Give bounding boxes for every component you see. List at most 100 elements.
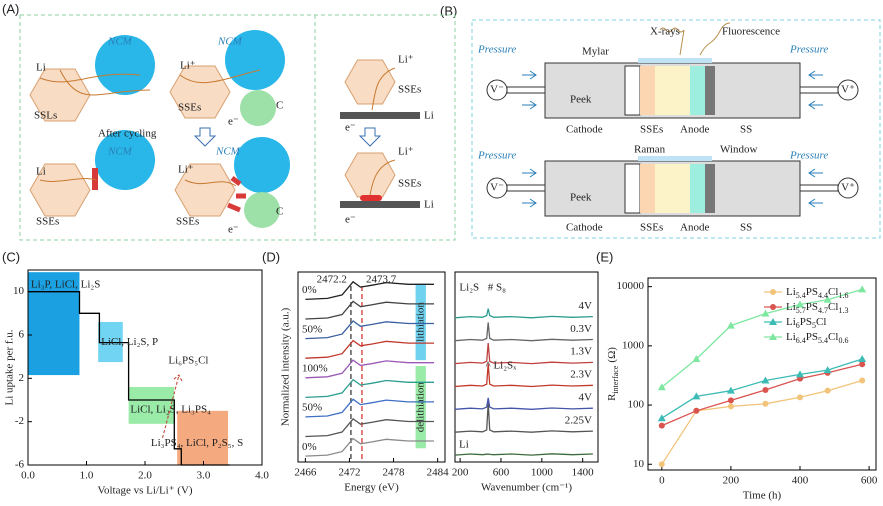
subscript: 5.4 (796, 291, 806, 300)
series-label: 0% (302, 284, 317, 296)
ncm-particle (234, 137, 290, 193)
beam (659, 22, 731, 56)
region-label: Li₃P, LiCl, Li₂S (31, 279, 100, 291)
terminal (837, 79, 859, 101)
label: Pressure (477, 44, 516, 56)
sse-layer (655, 66, 690, 115)
sse-layer (655, 164, 690, 213)
subscript: 4.7 (818, 306, 828, 315)
text-run: Li (786, 301, 796, 313)
window (638, 156, 712, 161)
text-run: Li (786, 331, 796, 343)
region-label: LiCl, Li₂S, Li₃PS₄ (130, 403, 211, 415)
window (638, 58, 712, 63)
plot-frame (297, 271, 446, 463)
y-tick-label: 100 (628, 399, 645, 411)
li-path (371, 67, 396, 111)
frame (19, 14, 456, 241)
x-tick-label: 1400 (572, 467, 595, 479)
label: V⁺ (841, 182, 855, 194)
li-metal (340, 112, 420, 119)
marker (859, 377, 866, 384)
marker (796, 370, 804, 378)
label: V⁻ (490, 84, 504, 96)
series-label: 100% (302, 362, 328, 374)
arrow (358, 127, 382, 147)
carbon-particle (240, 90, 276, 126)
label: SSEs (640, 222, 663, 234)
data-line (305, 437, 434, 457)
data-line (454, 397, 593, 410)
region (28, 272, 80, 376)
ylabel-subscript: interface (611, 365, 620, 393)
label: SSEs (176, 216, 199, 228)
label: Li (424, 199, 434, 211)
plot-frame (454, 271, 599, 463)
label: SSEs (398, 178, 421, 190)
legend-label: Li6.4PS5.4Cl0.6 (786, 331, 848, 346)
annotation: Li₂S (459, 282, 479, 294)
y-tick-label: 6 (19, 329, 25, 341)
label: Pressure (789, 150, 828, 162)
data-line (305, 280, 434, 301)
legend-label: Li6PS5Cl (786, 316, 826, 331)
x-tick-label: 2466 (294, 467, 317, 479)
data-line (454, 308, 593, 319)
x-tick-label: 3.0 (197, 470, 211, 482)
label: Li⁺ (398, 146, 414, 158)
label: Anode (680, 124, 709, 136)
panel-label: (B) (440, 3, 457, 18)
legend-marker (769, 318, 777, 325)
label: Li⁺ (398, 54, 414, 66)
x-tick-label: 400 (792, 475, 809, 487)
y-axis-label: Rinterface (Ω) (606, 347, 621, 401)
label: NCM (215, 146, 241, 158)
text-run: Cl (828, 301, 838, 313)
text-run: PS (800, 316, 812, 328)
marker (727, 397, 734, 404)
subscript: 5 (812, 321, 816, 330)
label: V⁺ (841, 84, 855, 96)
x-tick-label: 200 (723, 475, 740, 487)
data-line (454, 363, 593, 388)
label: NCM (107, 36, 133, 48)
label: Fluorescence (722, 26, 780, 38)
marker (823, 295, 832, 303)
marker (692, 392, 701, 400)
label: Pressure (477, 150, 516, 162)
label: e⁻ (345, 122, 356, 134)
marker (762, 400, 769, 407)
li-path (179, 69, 261, 84)
x-tick-label: 1000 (531, 467, 554, 479)
series-label: 2.3V (570, 369, 592, 381)
label: NCM (107, 146, 133, 158)
series-label: 4V (579, 391, 593, 403)
diagram-a: NCM Li SSLs NCM Li⁺ SSEs e⁻ C Li⁺ SSEs L… (19, 14, 456, 241)
interphase (227, 176, 246, 213)
label: SSEs (398, 84, 421, 96)
frame (471, 19, 881, 239)
anode (690, 66, 705, 115)
subscript: 5.7 (796, 306, 806, 315)
x-tick-label: 0 (659, 475, 665, 487)
x-axis-label: Voltage vs Li/Li⁺ (V) (97, 485, 192, 497)
panel-label: (E) (596, 249, 613, 264)
rod (506, 184, 546, 192)
data-line (454, 342, 593, 365)
data-line (661, 363, 863, 427)
band (415, 366, 426, 449)
label: SS (740, 124, 752, 136)
pressure-arrows (522, 70, 823, 110)
data-line (305, 359, 434, 379)
label: Li (36, 62, 46, 74)
marker (657, 414, 666, 422)
anode (690, 164, 705, 213)
y-tick-label: -2 (15, 415, 24, 427)
region (177, 410, 229, 465)
y-tick-label: 10000 (617, 280, 645, 292)
data-line (305, 398, 434, 418)
series-label: 4V (579, 300, 593, 312)
data-line (305, 418, 434, 438)
x-tick-label: 4.0 (255, 470, 269, 482)
